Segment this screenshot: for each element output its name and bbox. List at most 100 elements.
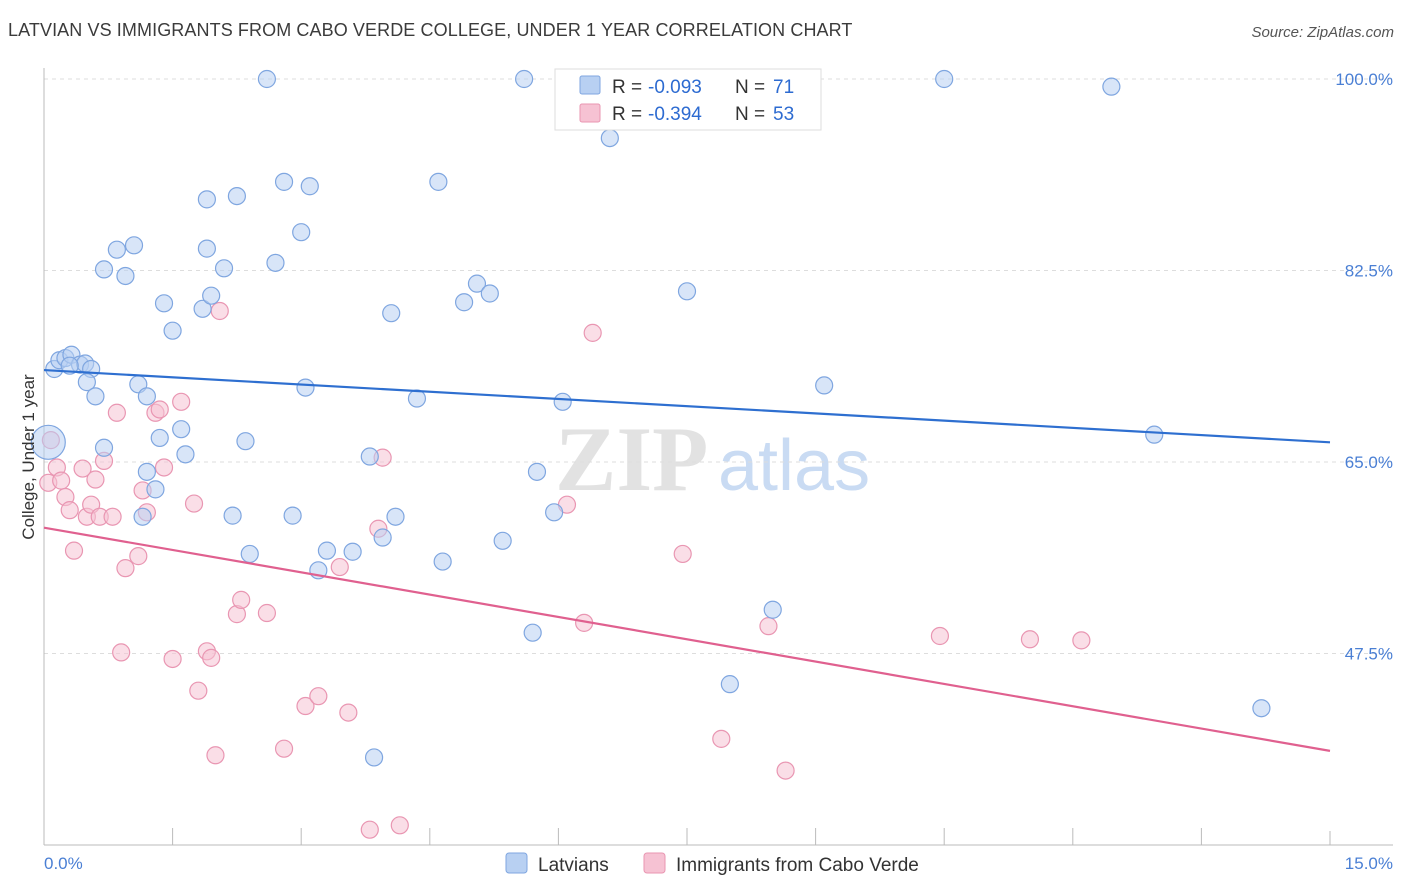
cabo-point (163, 649, 182, 669)
latvian-point (236, 432, 255, 451)
x-tick-label-min: 0.0% (44, 854, 83, 873)
latvian-point (386, 507, 405, 526)
latvian-point (677, 282, 697, 301)
latvian-point (107, 240, 126, 259)
latvian-point (137, 387, 156, 406)
cabo-point (360, 820, 379, 839)
cabo-point (296, 696, 315, 716)
legend-r-value-latvians: -0.093 (648, 77, 702, 98)
latvian-point (292, 223, 311, 242)
latvian-point (527, 462, 547, 481)
latvian-point (214, 259, 234, 278)
latvian-point (515, 69, 534, 89)
latvian-point (553, 392, 572, 411)
latvian-point (193, 299, 212, 318)
trend-line-cabo (43, 526, 1331, 752)
latvian-point (296, 378, 315, 397)
latvian-point (274, 172, 294, 191)
latvian-point (137, 462, 156, 481)
bottom-legend-swatch-latvians (505, 852, 528, 874)
latvian-point (94, 260, 114, 279)
cabo-point (60, 501, 79, 520)
latvian-point (227, 186, 246, 206)
latvian-point (720, 675, 739, 694)
latvian-point (257, 69, 277, 89)
y-tick-label: 100.0% (1335, 70, 1393, 89)
y-tick-label: 82.5% (1345, 262, 1393, 281)
cabo-point (330, 557, 349, 577)
latvian-point (317, 541, 337, 560)
legend-swatch-cabo (579, 103, 601, 123)
latvian-point (467, 274, 487, 293)
cabo-point (1020, 630, 1040, 649)
latvian-point (815, 376, 834, 395)
bottom-legend-swatch-cabo (643, 852, 666, 874)
latvian-point (223, 506, 242, 525)
legend-r-label-latvians: R = (612, 77, 642, 98)
cabo-point (184, 494, 204, 513)
latvian-point (763, 600, 782, 619)
cabo-point (232, 590, 251, 609)
latvian-point (364, 748, 384, 767)
cabo-point (339, 703, 358, 722)
latvian-point (202, 286, 221, 305)
cabo-point (583, 323, 602, 342)
latvian-point (300, 177, 319, 196)
latvian-point (116, 266, 135, 286)
latvian-point (283, 506, 302, 525)
legend-r-value-cabo: -0.394 (648, 104, 702, 125)
latvian-point (1102, 77, 1121, 96)
latvian-point (935, 69, 954, 89)
cabo-point (129, 547, 148, 566)
latvian-point (1145, 425, 1164, 444)
latvian-point (523, 623, 542, 642)
trend-line-latvians (43, 368, 1331, 444)
cabo-point (759, 617, 778, 636)
latvian-point (433, 552, 452, 571)
series-legend: Latvians Immigrants from Cabo Verde (505, 852, 919, 876)
cabo-point (202, 648, 221, 667)
cabo-point (86, 470, 105, 489)
latvian-point (600, 128, 619, 148)
y-tick-label: 47.5% (1345, 645, 1393, 664)
y-tick-labels: 47.5% 65.0% 82.5% 100.0% (1335, 70, 1393, 664)
cabo-point (112, 643, 131, 662)
latvian-point (94, 438, 114, 457)
latvian-point (343, 542, 362, 561)
x-tick-label-max: 15.0% (1345, 854, 1393, 873)
cabo-point (189, 681, 208, 700)
legend-n-value-latvians: 71 (773, 77, 794, 98)
latvian-point (154, 294, 174, 313)
cabo-point (206, 746, 225, 765)
legend-n-value-cabo: 53 (773, 104, 794, 125)
grid (44, 78, 1393, 654)
cabo-point (712, 729, 731, 748)
bottom-legend-label-cabo: Immigrants from Cabo Verde (676, 855, 919, 876)
latvian-point (197, 239, 216, 258)
cabo-point (930, 626, 950, 646)
watermark-atlas: atlas (718, 426, 870, 506)
latvian-point (240, 544, 259, 564)
latvian-point (373, 528, 392, 547)
chart-source: Source: ZipAtlas.com (1251, 24, 1394, 41)
stats-legend: R = -0.093 N = 71 R = -0.394 N = 53 (554, 68, 822, 131)
latvian-point (197, 190, 216, 209)
chart-title: LATVIAN VS IMMIGRANTS FROM CABO VERDE CO… (8, 20, 853, 40)
y-tick-label: 65.0% (1345, 453, 1393, 472)
latvian-point (266, 253, 285, 272)
latvian-point (30, 424, 66, 460)
legend-swatch-latvians (579, 75, 601, 95)
latvian-point (360, 447, 379, 466)
latvian-point (493, 531, 512, 550)
cabo-point (1072, 631, 1091, 650)
cabo-point (150, 400, 169, 419)
cabo-point (274, 739, 294, 758)
legend-n-label-cabo: N = (735, 104, 765, 125)
cabo-point (210, 301, 229, 321)
latvian-point (176, 445, 195, 464)
cabo-point (776, 761, 795, 780)
cabo-point (64, 541, 84, 560)
latvian-point (382, 304, 401, 323)
latvian-point (86, 387, 105, 406)
cabo-point (673, 544, 692, 564)
